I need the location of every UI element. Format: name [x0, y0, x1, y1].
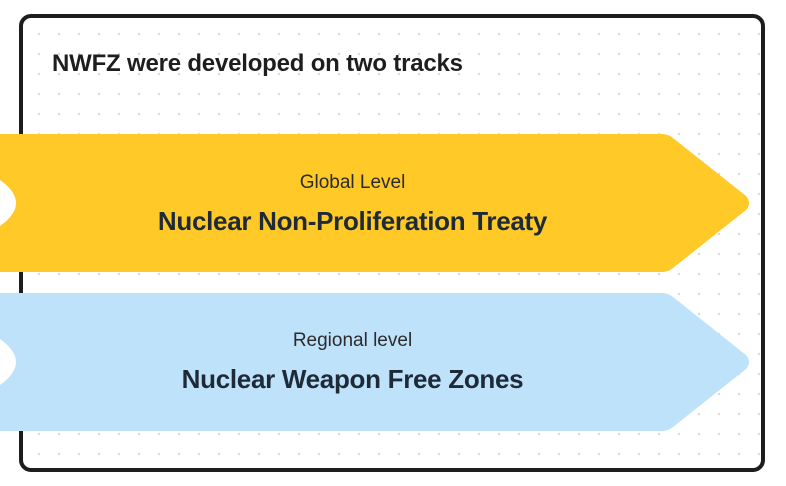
global-track-level: Global Level: [299, 172, 406, 193]
global-track-label: Global Level Nuclear Non-Proliferation T…: [0, 172, 705, 237]
regional-track-shape: [0, 293, 749, 431]
diagram-title: NWFZ were developed on two tracks: [52, 50, 463, 77]
regional-track-level: Regional level: [292, 330, 413, 351]
regional-track-name: Nuclear Weapon Free Zones: [181, 364, 524, 394]
regional-track-label: Regional level Nuclear Weapon Free Zones: [0, 330, 705, 395]
global-track-shape: [0, 134, 749, 272]
global-track-name: Nuclear Non-Proliferation Treaty: [157, 206, 548, 236]
